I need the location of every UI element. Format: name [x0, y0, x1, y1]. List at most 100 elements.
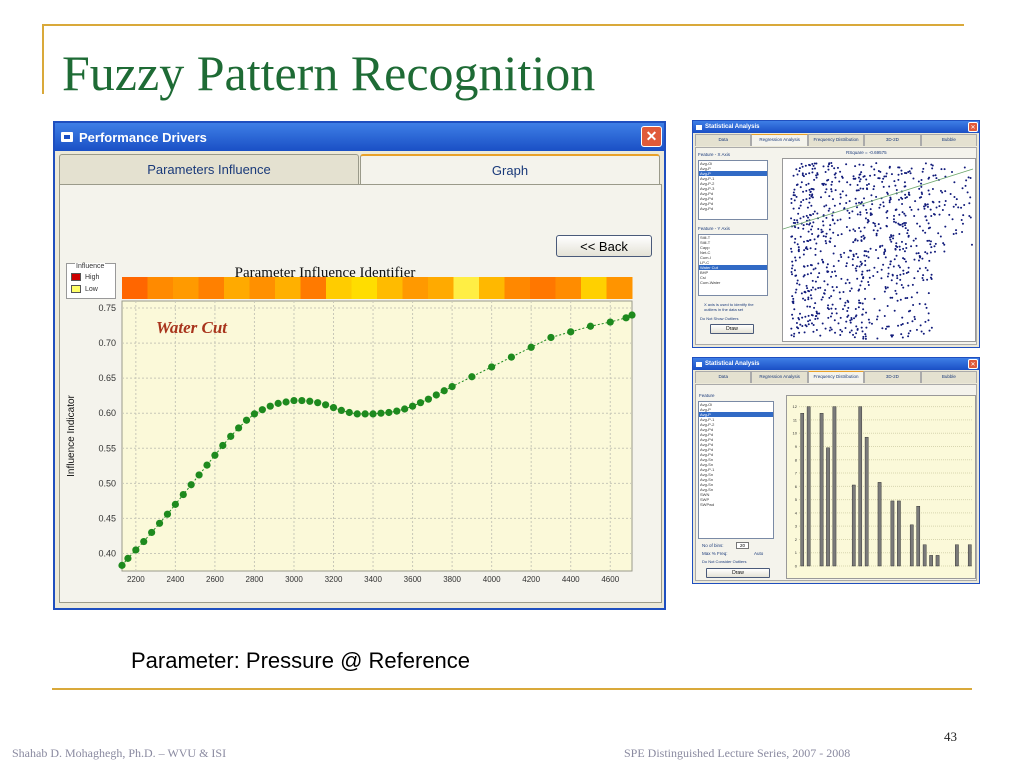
scatter-point [819, 250, 822, 253]
scatter-point [833, 204, 836, 207]
sw2-tab-3d2d[interactable]: 3D-2D [864, 371, 921, 383]
x-feature-item[interactable]: Avg-P-3 [700, 186, 715, 191]
feature-item[interactable]: Avg-P [700, 407, 711, 412]
x-feature-list[interactable]: Avg-Oi Avg-P Avg-P Avg-P-1 Avg-P-2 Avg-P-3 Avg… [698, 160, 768, 220]
sw1-tab-data[interactable]: Data [695, 134, 752, 146]
y-feature-list[interactable]: Still-T Still-T Capp Net-C Cum-I LP-C Water Cu… [698, 234, 768, 296]
y-feature-item[interactable]: Still-T [700, 235, 711, 240]
feature-item[interactable]: Avg-Sn [700, 462, 714, 467]
feature-item[interactable]: Avg-P [699, 412, 773, 417]
feature-item[interactable]: Avg-P-1 [700, 417, 715, 422]
window-titlebar[interactable]: Performance Drivers [55, 123, 664, 151]
feature-item[interactable]: Avg-Pd [700, 427, 714, 432]
influence-band-segment [428, 277, 454, 299]
sw2-tab-frequency[interactable]: Frequency Distribution [807, 371, 865, 383]
y-feature-item[interactable]: Capp [700, 245, 710, 250]
feature-item[interactable]: SWP [700, 497, 710, 502]
sw1-tab-3d2d[interactable]: 3D-2D [864, 134, 921, 146]
y-feature-item[interactable]: Csi [700, 275, 706, 280]
sw2-tab-bubble[interactable]: Bubble [920, 371, 978, 383]
scatter-point [874, 224, 877, 227]
scatter-point [815, 312, 818, 315]
x-feature-item[interactable]: Avg-Pd [700, 206, 714, 211]
feature-item[interactable]: Avg-Oi [700, 402, 713, 407]
side-window-1-draw-button[interactable]: Draw [710, 324, 754, 334]
tab-graph[interactable]: Graph [360, 154, 660, 184]
x-feature-item[interactable]: Avg-Pd [700, 196, 714, 201]
scatter-point [805, 198, 808, 201]
scatter-point [932, 174, 935, 177]
scatter-point [846, 181, 849, 184]
feature-item[interactable]: Avg-P-1 [700, 467, 715, 472]
scatter-point [906, 322, 909, 325]
scatter-point [849, 321, 852, 324]
close-button[interactable]: ✕ [641, 126, 662, 147]
scatter-point [828, 195, 831, 198]
x-feature-item[interactable]: Avg-P [699, 171, 767, 176]
sw1-tab-frequency[interactable]: Frequency Distribution [807, 134, 865, 146]
influence-band-segment [581, 277, 607, 299]
scatter-point [910, 296, 913, 299]
y-feature-item[interactable]: BHP [700, 270, 709, 275]
scatter-point [904, 196, 907, 199]
hist-bar [967, 544, 972, 567]
scatter-point [842, 308, 845, 311]
feature-item[interactable]: SWN [700, 492, 710, 497]
do-not-show-outliers-checkbox[interactable]: Do Not Show Outliers [700, 316, 739, 321]
x-feature-item[interactable]: Avg-Pd [700, 201, 714, 206]
x-feature-item[interactable]: Avg-P [700, 166, 711, 171]
scatter-point [930, 163, 933, 166]
x-feature-item[interactable]: Avg-Oi [700, 161, 713, 166]
data-point [203, 461, 211, 469]
feature-item[interactable]: Avg-Sn [700, 487, 714, 492]
scatter-point [829, 224, 832, 227]
feature-item[interactable]: Avg-Sn [700, 477, 714, 482]
feature-item[interactable]: Avg-Pd [700, 437, 714, 442]
feature-item[interactable]: Avg-Pd [700, 447, 714, 452]
scatter-point [815, 174, 818, 177]
bins-input[interactable]: 20 [736, 542, 750, 549]
x-feature-item[interactable]: Avg-P-2 [700, 181, 715, 186]
sw2-tab-data[interactable]: Data [695, 371, 752, 383]
x-feature-item[interactable]: Avg-P-1 [700, 176, 715, 181]
sw2-tab-regression[interactable]: Regression Analysis [751, 371, 808, 383]
scatter-point [827, 209, 830, 212]
auto-checkbox[interactable]: Auto [754, 551, 764, 556]
side-window-1-close-button[interactable]: ✕ [968, 122, 978, 132]
do-not-consider-outliers-checkbox[interactable]: Do Not Consider Outliers [702, 559, 747, 564]
scatter-point [889, 296, 892, 299]
scatter-point [922, 167, 925, 170]
tab-parameters-influence[interactable]: Parameters Influence [59, 154, 359, 184]
side-window-2-titlebar[interactable]: Statistical Analysis [693, 358, 979, 370]
sw1-tab-regression[interactable]: Regression Analysis [751, 134, 808, 146]
scatter-point [860, 326, 863, 329]
y-feature-item[interactable]: Cum-I [700, 255, 711, 260]
feature-item[interactable]: SWPwd [700, 502, 715, 507]
y-feature-item[interactable]: Still-T [700, 240, 711, 245]
feature-list[interactable]: Avg-Oi Avg-P Avg-P Avg-P-1 Avg-P-2 Avg-Pd Avg-… [698, 401, 774, 539]
feature-item[interactable]: Avg-Pd [700, 432, 714, 437]
x-feature-item[interactable]: Avg-Pd [700, 191, 714, 196]
feature-item[interactable]: Avg-Pd [700, 452, 714, 457]
scatter-point [859, 178, 862, 181]
scatter-point [824, 183, 827, 186]
back-button[interactable]: << Back [556, 235, 652, 257]
feature-item[interactable]: Avg-Pd [700, 442, 714, 447]
feature-item[interactable]: Avg-Sn [700, 457, 714, 462]
scatter-point [856, 184, 859, 187]
sw1-tab-bubble[interactable]: Bubble [920, 134, 978, 146]
scatter-point [907, 171, 910, 174]
scatter-point [848, 229, 851, 232]
side-window-2-draw-button[interactable]: Draw [706, 568, 770, 578]
y-feature-item[interactable]: Cum-Water [700, 280, 721, 285]
feature-item[interactable]: Avg-Sn [700, 472, 714, 477]
side-window-1-titlebar[interactable]: Statistical Analysis [693, 121, 979, 133]
feature-item[interactable]: Avg-P-2 [700, 422, 715, 427]
side-window-2-close-button[interactable]: ✕ [968, 359, 978, 369]
scatter-point [838, 291, 841, 294]
y-feature-item[interactable]: Water Cut [699, 265, 767, 270]
y-feature-item[interactable]: LP-C [700, 260, 710, 265]
y-feature-item[interactable]: Net-C [700, 250, 711, 255]
scatter-point [854, 307, 857, 310]
feature-item[interactable]: Avg-Sn [700, 482, 714, 487]
